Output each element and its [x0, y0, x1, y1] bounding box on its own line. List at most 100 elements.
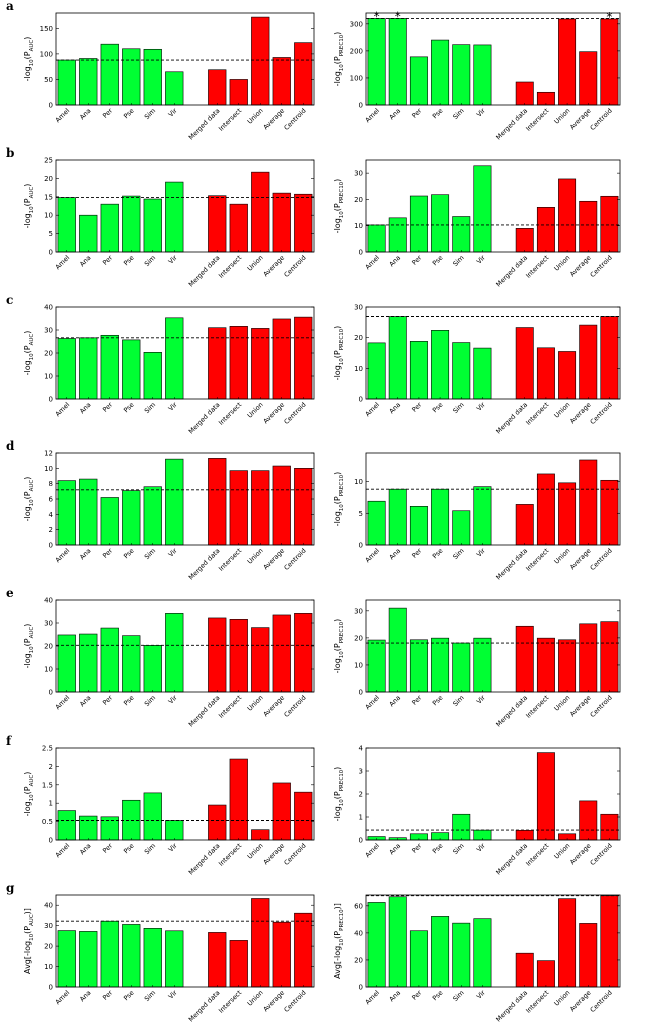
x-tick-label: Pse — [122, 989, 136, 1003]
bar-union — [251, 470, 270, 546]
y-tick-label: 5 — [49, 230, 53, 238]
y-tick-label: 0 — [359, 837, 363, 845]
bar-centroid — [600, 895, 619, 988]
x-tick-label: Per — [410, 842, 423, 855]
y-tick-label: 0 — [49, 396, 53, 404]
axes-box — [55, 12, 315, 106]
y-label-text: ) — [23, 772, 32, 775]
x-tick-label: Amel — [54, 842, 72, 860]
x-tick-label: Ana — [78, 694, 93, 709]
y-tick-label: 1 — [49, 800, 53, 808]
bar-centroid — [294, 912, 313, 988]
bar-centroid — [294, 193, 313, 253]
bar-amel — [57, 59, 76, 106]
bar-centroid — [600, 18, 619, 106]
x-tick-label: Centroid — [589, 107, 614, 132]
bar-sim — [452, 216, 471, 253]
bar-merged-data — [515, 81, 534, 106]
y-label-subscript: 10 — [339, 211, 345, 218]
y-tick-label: 4 — [359, 745, 364, 753]
x-tick-label: Per — [101, 989, 114, 1002]
y-tick-label: 0 — [49, 102, 53, 110]
bar-average — [579, 459, 598, 546]
bar-amel — [57, 930, 76, 988]
bar-pse — [431, 488, 450, 546]
bar-ana — [388, 217, 407, 253]
x-tick-label: Sim — [143, 107, 157, 121]
y-label-text: -log — [333, 218, 342, 233]
bar-merged-data — [515, 228, 534, 253]
y-label-subscript: AUC — [29, 775, 35, 787]
bar-sim — [143, 48, 162, 106]
y-label-text: (P — [23, 51, 32, 59]
x-tick-label: Vir — [475, 547, 487, 559]
bar-amel — [367, 500, 386, 546]
y-label-subscript: 10 — [29, 59, 35, 66]
bar-centroid — [600, 813, 619, 841]
y-axis-label: -log10(PPREC10) — [333, 179, 345, 234]
x-tick-label: Vir — [167, 989, 179, 1001]
bar-intersect — [536, 960, 555, 988]
bar-pse — [122, 339, 141, 400]
x-tick-label: Pse — [431, 401, 445, 415]
y-tick-label: 20 — [354, 956, 363, 964]
y-tick-label: 20 — [44, 175, 53, 183]
bar-union — [558, 18, 577, 106]
y-tick-label: 2 — [49, 526, 53, 534]
x-tick-label: Per — [410, 547, 423, 560]
bar-sim — [143, 198, 162, 253]
bar-merged-data — [515, 952, 534, 988]
y-tick-label: 100 — [40, 50, 53, 58]
x-tick-label: Vir — [167, 107, 179, 119]
significance-star: * — [395, 9, 401, 23]
bar-pse — [122, 635, 141, 693]
x-tick-label: Union — [246, 401, 265, 420]
bar-union — [251, 328, 270, 400]
bar-amel — [57, 480, 76, 546]
bar-sim — [143, 928, 162, 988]
bar-pse — [431, 194, 450, 253]
bar-intersect — [229, 326, 248, 400]
x-tick-label: Pse — [431, 842, 445, 856]
y-label-subscript: 10 — [339, 938, 345, 945]
x-tick-label: Amel — [364, 989, 382, 1007]
y-label-text: -log — [333, 658, 342, 673]
axes-box — [55, 894, 315, 988]
bar-merged-data — [208, 932, 227, 988]
bar-average — [579, 923, 598, 988]
bar-per — [409, 56, 428, 106]
x-tick-label: Union — [553, 694, 572, 713]
y-label-text: Avg[-log — [333, 946, 342, 979]
bar-average — [579, 623, 598, 693]
y-axis-label: Avg[-log10(PAUC)] — [23, 908, 35, 974]
y-label-text: (P — [23, 491, 32, 499]
y-tick-label: 10 — [354, 365, 363, 373]
y-label-text: (P — [333, 643, 342, 651]
y-label-text: (P — [23, 926, 32, 934]
y-label-text: ) — [333, 767, 342, 770]
bar-average — [579, 200, 598, 253]
bar-average — [272, 614, 291, 693]
y-label-text: (P — [23, 345, 32, 353]
bar-pse — [431, 916, 450, 988]
bar-per — [100, 627, 119, 693]
x-tick-label: Union — [246, 989, 265, 1008]
x-tick-label: Sim — [451, 107, 465, 121]
bar-sim — [452, 342, 471, 400]
bar-amel — [57, 634, 76, 693]
y-tick-label: 20 — [44, 943, 53, 951]
y-label-subscript: AUC — [29, 627, 35, 639]
x-tick-label: Per — [410, 989, 423, 1002]
panel-letter-d: d — [6, 439, 15, 453]
y-tick-label: 2.5 — [42, 745, 53, 753]
x-tick-label: Intersect — [524, 253, 550, 279]
bar-union — [558, 898, 577, 988]
x-tick-label: Ana — [388, 547, 403, 562]
y-label-text: (P — [23, 198, 32, 206]
bar-ana — [388, 896, 407, 988]
bar-merged-data — [515, 504, 534, 546]
y-tick-label: 0 — [359, 396, 363, 404]
bar-amel — [367, 342, 386, 400]
